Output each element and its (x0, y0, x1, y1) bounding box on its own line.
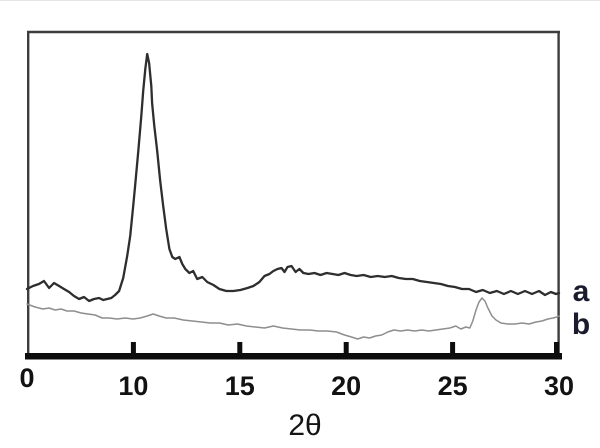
curve-label-b: b (571, 308, 591, 341)
x-axis-title: 2θ (288, 409, 322, 442)
x-tick-label-30: 30 (543, 371, 575, 401)
series-b-curve (26, 297, 560, 340)
x-tick-mark-15 (237, 342, 243, 358)
curve-label-a: a (572, 275, 590, 308)
x-tick-label-25: 25 (437, 371, 468, 401)
x-tick-mark-25 (450, 342, 456, 358)
x-axis-line (25, 353, 562, 360)
x-tick-mark-10 (130, 342, 136, 358)
x-tick-label-20: 20 (331, 371, 362, 401)
x-tick-mark-20 (343, 342, 349, 358)
x-tick-label-10: 10 (118, 371, 149, 401)
series-a-curve (25, 52, 561, 303)
x-tick-label-15: 15 (224, 371, 255, 401)
x-tick-mark-30 (554, 342, 559, 358)
x-tick-label-0: 0 (19, 363, 35, 393)
